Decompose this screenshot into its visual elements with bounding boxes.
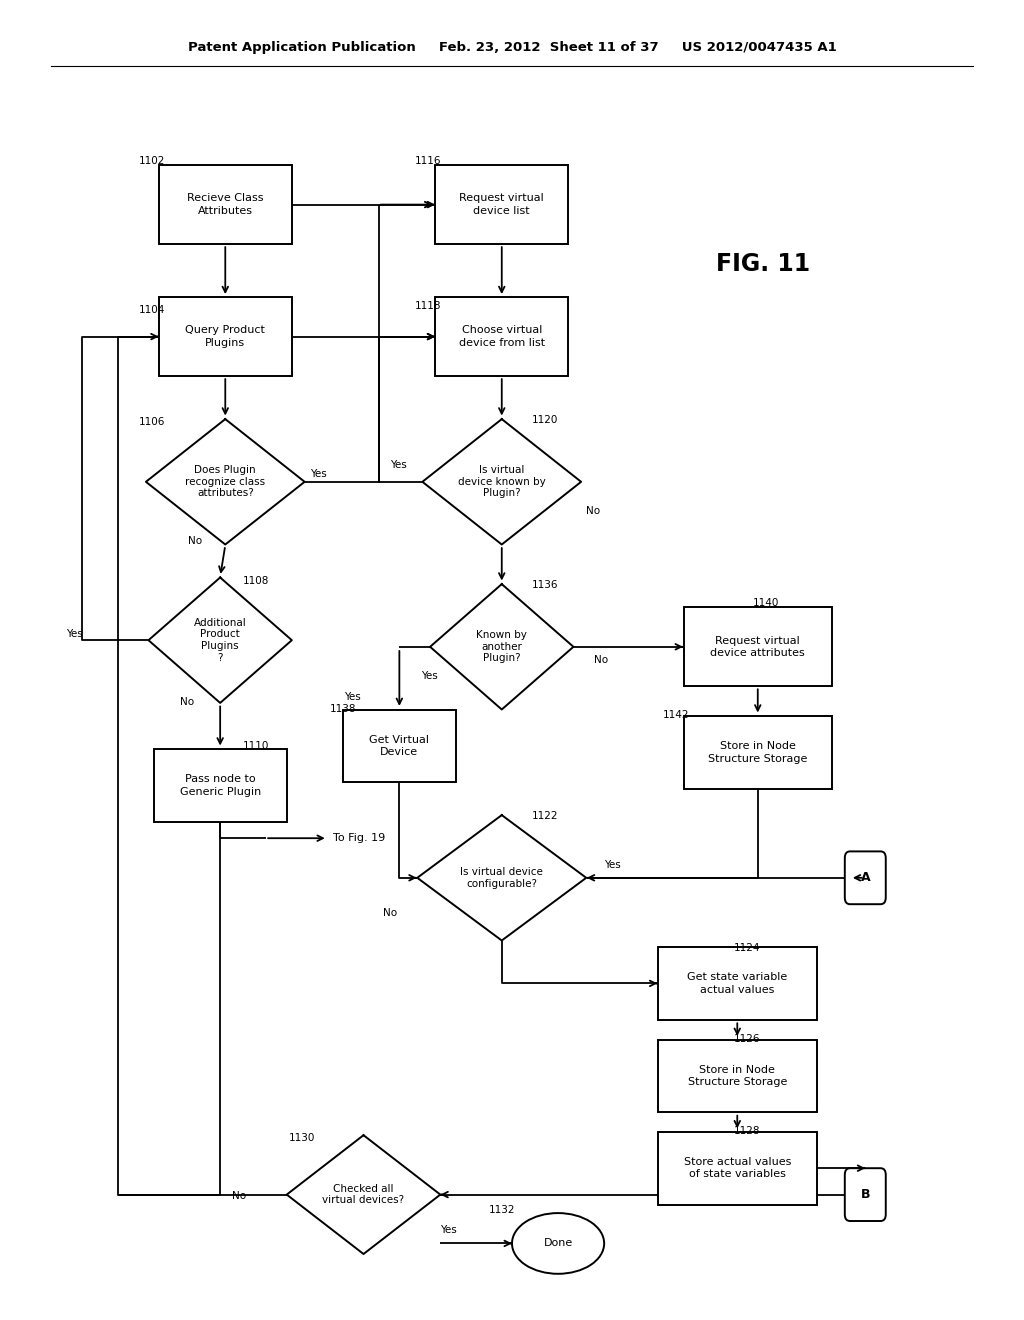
FancyBboxPatch shape <box>845 851 886 904</box>
Text: Yes: Yes <box>604 859 621 870</box>
Text: 1142: 1142 <box>663 710 689 721</box>
Bar <box>684 715 831 789</box>
Text: Yes: Yes <box>344 692 360 702</box>
Text: Checked all
virtual devices?: Checked all virtual devices? <box>323 1184 404 1205</box>
Text: Yes: Yes <box>422 671 438 681</box>
Text: 1120: 1120 <box>531 414 558 425</box>
Bar <box>435 165 568 244</box>
Text: Done: Done <box>544 1238 572 1249</box>
Bar <box>159 297 292 376</box>
Text: No: No <box>187 536 202 546</box>
Text: 1130: 1130 <box>289 1133 315 1143</box>
Polygon shape <box>422 420 582 544</box>
Text: 1126: 1126 <box>734 1034 761 1044</box>
Text: 1110: 1110 <box>243 741 269 751</box>
Text: 1118: 1118 <box>415 301 441 312</box>
Text: No: No <box>231 1191 246 1201</box>
Text: Known by
another
Plugin?: Known by another Plugin? <box>476 630 527 664</box>
Text: 1104: 1104 <box>138 305 165 315</box>
Bar <box>435 297 568 376</box>
Text: Yes: Yes <box>440 1225 457 1236</box>
Text: Recieve Class
Attributes: Recieve Class Attributes <box>187 194 263 215</box>
Bar <box>657 1040 817 1111</box>
Text: Patent Application Publication     Feb. 23, 2012  Sheet 11 of 37     US 2012/004: Patent Application Publication Feb. 23, … <box>187 41 837 54</box>
Bar <box>154 750 287 821</box>
Text: A: A <box>860 871 870 884</box>
Text: 1124: 1124 <box>734 942 761 953</box>
Text: Additional
Product
Plugins
?: Additional Product Plugins ? <box>194 618 247 663</box>
Polygon shape <box>418 814 586 940</box>
Text: Request virtual
device list: Request virtual device list <box>460 194 544 215</box>
Text: 1102: 1102 <box>138 156 165 166</box>
Text: 1128: 1128 <box>734 1126 761 1137</box>
Ellipse shape <box>512 1213 604 1274</box>
FancyBboxPatch shape <box>845 1168 886 1221</box>
Polygon shape <box>146 420 305 544</box>
Text: 1108: 1108 <box>243 576 269 586</box>
Bar <box>343 710 456 781</box>
Text: B: B <box>860 1188 870 1201</box>
Text: Yes: Yes <box>67 628 83 639</box>
Text: Is virtual
device known by
Plugin?: Is virtual device known by Plugin? <box>458 465 546 499</box>
Text: 1116: 1116 <box>415 156 441 166</box>
Polygon shape <box>430 583 573 710</box>
Bar <box>657 948 817 1019</box>
Text: Yes: Yes <box>390 459 407 470</box>
Bar <box>684 607 831 686</box>
Text: Get Virtual
Device: Get Virtual Device <box>370 735 429 756</box>
Polygon shape <box>148 578 292 702</box>
Bar <box>159 165 292 244</box>
Text: To Fig. 19: To Fig. 19 <box>333 833 385 843</box>
Text: 1140: 1140 <box>753 598 779 609</box>
Text: FIG. 11: FIG. 11 <box>716 252 810 276</box>
Text: Store actual values
of state variables: Store actual values of state variables <box>684 1158 791 1179</box>
Text: Store in Node
Structure Storage: Store in Node Structure Storage <box>708 742 808 763</box>
Bar <box>657 1131 817 1204</box>
Text: 1136: 1136 <box>531 579 558 590</box>
Polygon shape <box>287 1135 440 1254</box>
Text: Is virtual device
configurable?: Is virtual device configurable? <box>461 867 543 888</box>
Text: Yes: Yes <box>310 469 327 479</box>
Text: 1132: 1132 <box>488 1205 515 1216</box>
Text: 1122: 1122 <box>531 810 558 821</box>
Text: Choose virtual
device from list: Choose virtual device from list <box>459 326 545 347</box>
Text: Request virtual
device attributes: Request virtual device attributes <box>711 636 805 657</box>
Text: Get state variable
actual values: Get state variable actual values <box>687 973 787 994</box>
Text: No: No <box>180 697 195 708</box>
Text: 1106: 1106 <box>138 417 165 428</box>
Text: 1138: 1138 <box>330 704 356 714</box>
Text: No: No <box>383 908 397 919</box>
Text: Store in Node
Structure Storage: Store in Node Structure Storage <box>687 1065 787 1086</box>
Text: Does Plugin
recognize class
attributes?: Does Plugin recognize class attributes? <box>185 465 265 499</box>
Text: No: No <box>586 506 600 516</box>
Text: No: No <box>594 655 608 665</box>
Text: Query Product
Plugins: Query Product Plugins <box>185 326 265 347</box>
Text: Pass node to
Generic Plugin: Pass node to Generic Plugin <box>179 775 261 796</box>
